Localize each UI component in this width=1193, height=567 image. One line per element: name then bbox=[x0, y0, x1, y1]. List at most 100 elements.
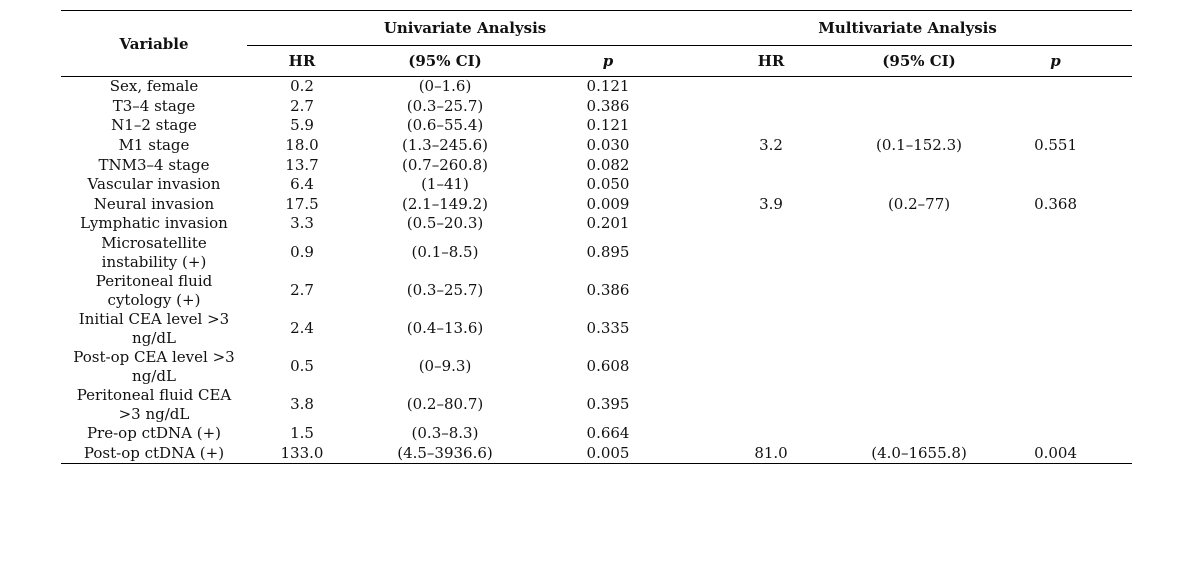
variable-label-line2: instability (+) bbox=[101, 252, 207, 271]
multi-ci-cell: (4.0–1655.8) bbox=[871, 443, 967, 462]
multi-p-cell bbox=[979, 116, 1132, 136]
variable-cell: Initial CEA level >3 ng/dL bbox=[61, 310, 247, 348]
uni-p-cell: 0.121 bbox=[586, 116, 630, 135]
multi-hr-cell bbox=[683, 272, 859, 310]
uni-ci-cell: (1.3–245.6) bbox=[401, 136, 488, 155]
uni-ci-cell: (4.5–3936.6) bbox=[397, 443, 493, 462]
variable-label-line2: ng/dL bbox=[132, 366, 176, 385]
variable-label: Vascular invasion bbox=[87, 175, 221, 194]
uni-hr-cell: 3.3 bbox=[290, 214, 314, 233]
variable-cell: Lymphatic invasion bbox=[61, 214, 247, 234]
uni-ci-cell: (0.3–8.3) bbox=[411, 424, 479, 443]
multi-hr-cell bbox=[683, 348, 859, 386]
variable-label: Peritoneal fluid CEA bbox=[76, 385, 232, 404]
table-row: N1–2 stage 5.9 (0.6–55.4) 0.121 bbox=[61, 116, 1132, 136]
multi-hr-cell: 3.9 bbox=[759, 194, 783, 213]
uni-ci-cell: (0–9.3) bbox=[418, 357, 472, 376]
multi-p-cell bbox=[979, 424, 1132, 444]
uni-p-cell: 0.386 bbox=[586, 281, 630, 300]
table-row: Microsatellite instability (+) 0.9 (0.1–8.5… bbox=[61, 234, 1132, 272]
uni-ci-cell: (0.2–80.7) bbox=[406, 395, 484, 414]
multi-ci-cell bbox=[859, 77, 979, 97]
uni-p-cell: 0.009 bbox=[586, 194, 630, 213]
uni-hr-cell: 3.8 bbox=[290, 395, 314, 414]
multi-p-cell bbox=[979, 97, 1132, 117]
uni-hr-cell: 2.7 bbox=[290, 96, 314, 115]
uni-p-cell: 0.201 bbox=[586, 214, 630, 233]
uni-ci-cell: (0.3–25.7) bbox=[406, 96, 484, 115]
variable-label: M1 stage bbox=[118, 136, 190, 155]
variable-label: Peritoneal fluid bbox=[95, 271, 213, 290]
multi-ci-cell bbox=[859, 175, 979, 195]
multi-hr-cell bbox=[683, 310, 859, 348]
uni-hr-cell: 13.7 bbox=[285, 155, 319, 174]
variable-label: Neural invasion bbox=[93, 194, 215, 213]
variable-cell: Sex, female bbox=[61, 77, 247, 97]
multi-hr-cell bbox=[683, 175, 859, 195]
table-row: Initial CEA level >3 ng/dL 2.4 (0.4–13.6) 0.… bbox=[61, 310, 1132, 348]
multi-hr-cell bbox=[683, 234, 859, 272]
uni-ci-cell: (0.6–55.4) bbox=[406, 116, 484, 135]
variable-header: Variable bbox=[119, 34, 189, 53]
variable-label: Post-op CEA level >3 bbox=[73, 347, 235, 366]
variable-cell: Peritoneal fluid CEA >3 ng/dL bbox=[61, 386, 247, 424]
uni-hr-cell: 6.4 bbox=[290, 175, 314, 194]
univariate-header: Univariate Analysis bbox=[247, 10, 684, 46]
variable-cell: Peritoneal fluid cytology (+) bbox=[61, 272, 247, 310]
variable-label: Pre-op ctDNA (+) bbox=[86, 424, 222, 443]
variable-cell: T3–4 stage bbox=[61, 97, 247, 117]
uni-ci-cell: (0.3–25.7) bbox=[406, 281, 484, 300]
uni-p-header: p bbox=[602, 52, 614, 70]
multi-p-cell bbox=[979, 348, 1132, 386]
uni-p-cell: 0.395 bbox=[586, 395, 630, 414]
variable-cell: Microsatellite instability (+) bbox=[61, 234, 247, 272]
multi-hr-cell: 3.2 bbox=[759, 136, 783, 155]
uni-ci-cell: (0.7–260.8) bbox=[401, 155, 488, 174]
multi-ci-cell bbox=[859, 155, 979, 175]
uni-hr-cell: 0.2 bbox=[290, 77, 314, 96]
uni-ci-cell: (1–41) bbox=[421, 175, 469, 194]
uni-hr-cell: 17.5 bbox=[285, 194, 319, 213]
multi-hr-cell: 81.0 bbox=[754, 443, 788, 462]
multi-ci-cell bbox=[859, 310, 979, 348]
multi-hr-cell bbox=[683, 77, 859, 97]
multi-ci-cell: (0.1–152.3) bbox=[876, 136, 963, 155]
multi-ci-cell bbox=[859, 234, 979, 272]
uni-p-cell: 0.608 bbox=[586, 357, 630, 376]
uni-p-cell: 0.050 bbox=[586, 175, 630, 194]
uni-p-cell: 0.895 bbox=[586, 243, 630, 262]
variable-cell: Post-op CEA level >3 ng/dL bbox=[61, 348, 247, 386]
multi-ci-cell bbox=[859, 272, 979, 310]
multi-hr-cell bbox=[683, 214, 859, 234]
variable-label: Microsatellite bbox=[101, 233, 207, 252]
variable-cell: Pre-op ctDNA (+) bbox=[61, 424, 247, 444]
multi-hr-cell bbox=[683, 155, 859, 175]
uni-p-cell: 0.030 bbox=[586, 136, 630, 155]
multi-ci-header: (95% CI) bbox=[882, 52, 956, 70]
variable-label-line2: >3 ng/dL bbox=[118, 404, 190, 423]
multi-ci-cell: (0.2–77) bbox=[887, 194, 951, 213]
variable-cell: Post-op ctDNA (+) bbox=[61, 443, 247, 463]
uni-ci-cell: (0.5–20.3) bbox=[406, 214, 484, 233]
table-row: M1 stage 18.0 (1.3–245.6) 0.030 3.2 (0.1–152.… bbox=[61, 136, 1132, 156]
multi-ci-cell bbox=[859, 214, 979, 234]
multi-ci-cell bbox=[859, 424, 979, 444]
multi-p-cell bbox=[979, 310, 1132, 348]
table-row: Lymphatic invasion 3.3 (0.5–20.3) 0.201 bbox=[61, 214, 1132, 234]
table-row: Pre-op ctDNA (+) 1.5 (0.3–8.3) 0.664 bbox=[61, 424, 1132, 444]
variable-label-line2: cytology (+) bbox=[107, 290, 201, 309]
multi-hr-cell bbox=[683, 386, 859, 424]
variable-label: Initial CEA level >3 bbox=[78, 309, 230, 328]
uni-ci-header: (95% CI) bbox=[408, 52, 482, 70]
uni-hr-cell: 133.0 bbox=[280, 443, 324, 462]
uni-p-cell: 0.082 bbox=[586, 155, 630, 174]
table-row: Post-op ctDNA (+) 133.0 (4.5–3936.6) 0.005 8… bbox=[61, 443, 1133, 464]
multivariate-header: Multivariate Analysis bbox=[683, 10, 1133, 46]
multi-hr-cell bbox=[683, 424, 859, 444]
variable-label: N1–2 stage bbox=[111, 116, 197, 135]
multi-p-cell bbox=[979, 175, 1132, 195]
uni-hr-cell: 0.5 bbox=[290, 357, 314, 376]
table-row: T3–4 stage 2.7 (0.3–25.7) 0.386 bbox=[61, 97, 1132, 117]
variable-label: Sex, female bbox=[109, 77, 199, 96]
uni-ci-cell: (0.4–13.6) bbox=[406, 319, 484, 338]
